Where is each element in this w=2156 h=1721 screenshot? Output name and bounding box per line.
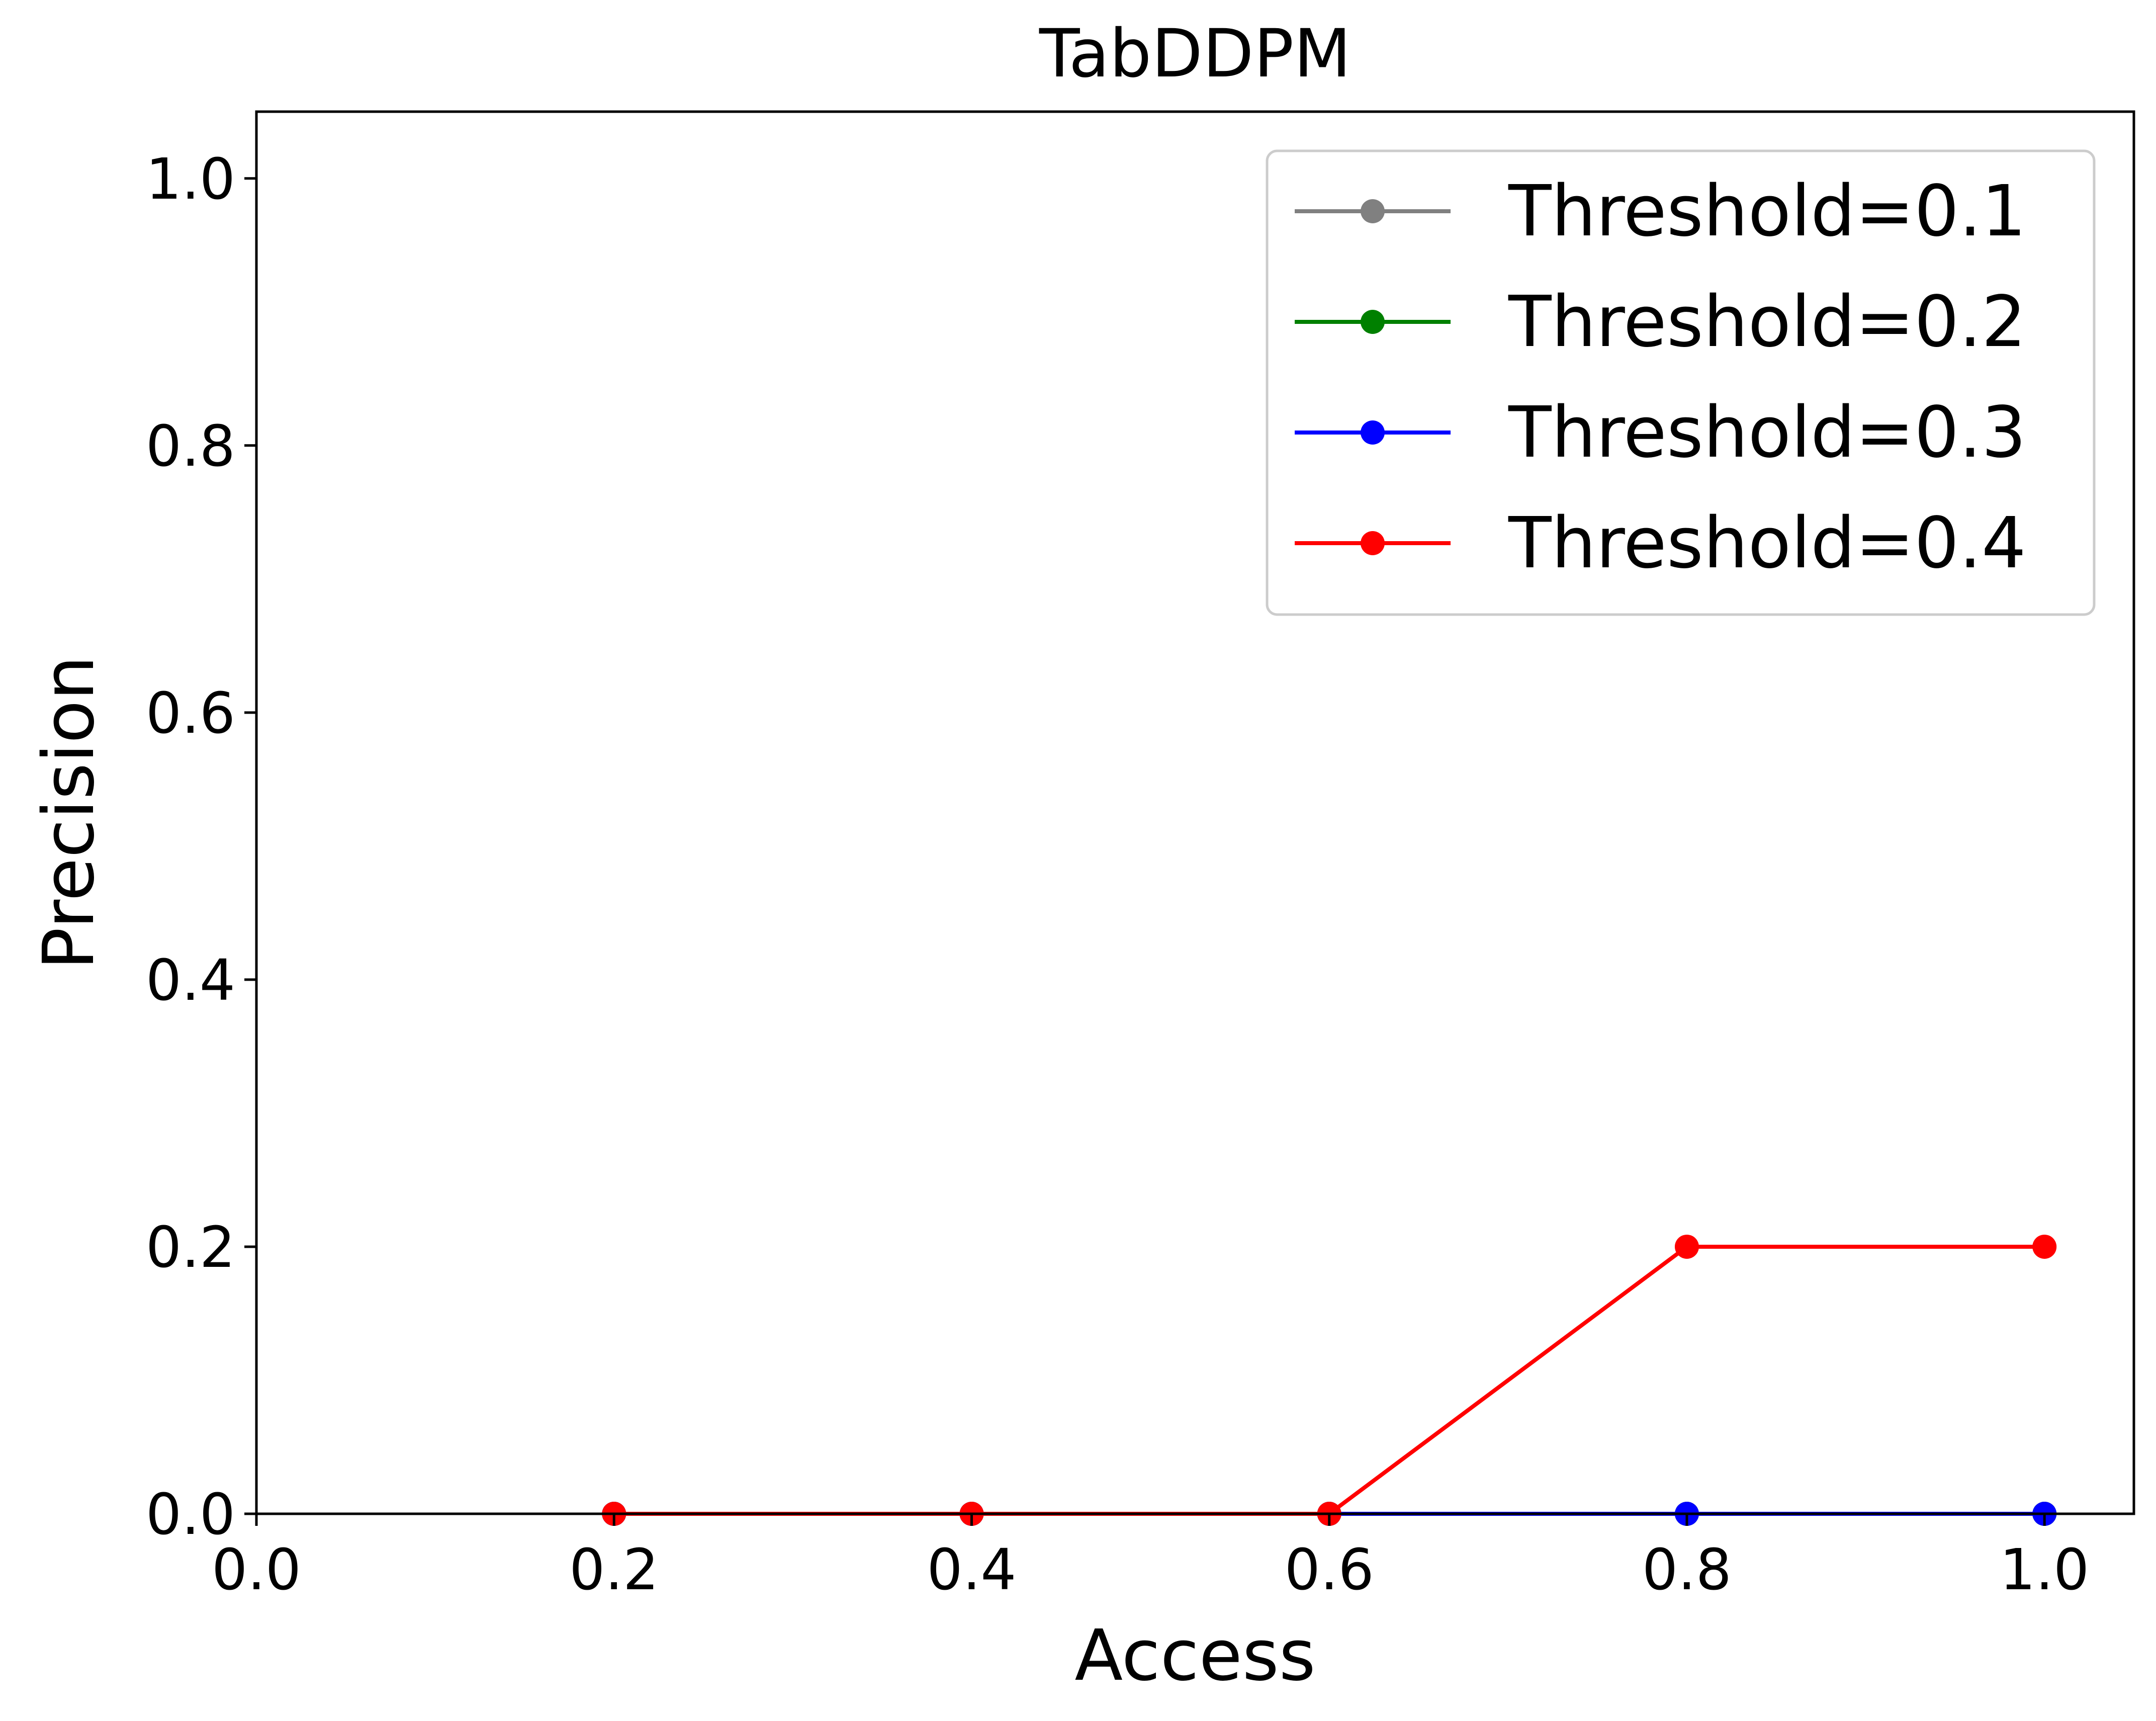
- legend-swatch-marker: [1361, 420, 1385, 445]
- plot-frame: [255, 110, 2135, 1515]
- y-tick-label: 0.2: [146, 1215, 235, 1280]
- legend-swatch-marker: [1361, 531, 1385, 555]
- x-tick-label: 0.6: [1285, 1537, 1374, 1603]
- y-tick-label: 0.6: [146, 681, 235, 746]
- data-point: [2032, 1234, 2057, 1259]
- legend-entry: Threshold=0.2: [1295, 281, 2026, 363]
- x-tick-label: 0.4: [927, 1537, 1016, 1603]
- x-axis: 0.0 0.2 0.4 0.6 0.8 1.0: [212, 1514, 2089, 1603]
- legend-label: Threshold=0.4: [1508, 502, 2026, 584]
- x-axis-label: Access: [1074, 1615, 1315, 1697]
- chart-title: TabDDPM: [1039, 15, 1351, 93]
- legend-swatch-marker: [1361, 310, 1385, 334]
- x-tick-label: 1.0: [2000, 1537, 2089, 1603]
- legend-swatch-marker: [1361, 199, 1385, 223]
- y-axis: 0.0 0.2 0.4 0.6 0.8 1.0: [146, 147, 256, 1547]
- legend: Threshold=0.1 Threshold=0.2 Threshold=0.3 T…: [1266, 149, 2096, 616]
- legend-entry: Threshold=0.3: [1295, 392, 2026, 474]
- legend-label: Threshold=0.3: [1508, 392, 2026, 474]
- x-tick-label: 0.0: [212, 1537, 301, 1603]
- legend-entry: Threshold=0.1: [1295, 170, 2026, 252]
- y-axis-label: Precision: [28, 656, 110, 970]
- y-tick-label: 0.0: [146, 1482, 235, 1547]
- legend-label: Threshold=0.2: [1508, 281, 2026, 363]
- y-tick-label: 0.8: [146, 414, 235, 479]
- legend-entries: Threshold=0.1 Threshold=0.2 Threshold=0.3 T…: [1295, 170, 2026, 584]
- x-tick-label: 0.8: [1642, 1537, 1732, 1603]
- y-tick-label: 1.0: [146, 147, 235, 212]
- y-tick-label: 0.4: [146, 948, 235, 1013]
- x-tick-label: 0.2: [569, 1537, 659, 1603]
- legend-entry: Threshold=0.4: [1295, 502, 2026, 584]
- legend-label: Threshold=0.1: [1508, 170, 2026, 252]
- data-point: [1674, 1234, 1699, 1259]
- legend-frame: [1266, 149, 2096, 616]
